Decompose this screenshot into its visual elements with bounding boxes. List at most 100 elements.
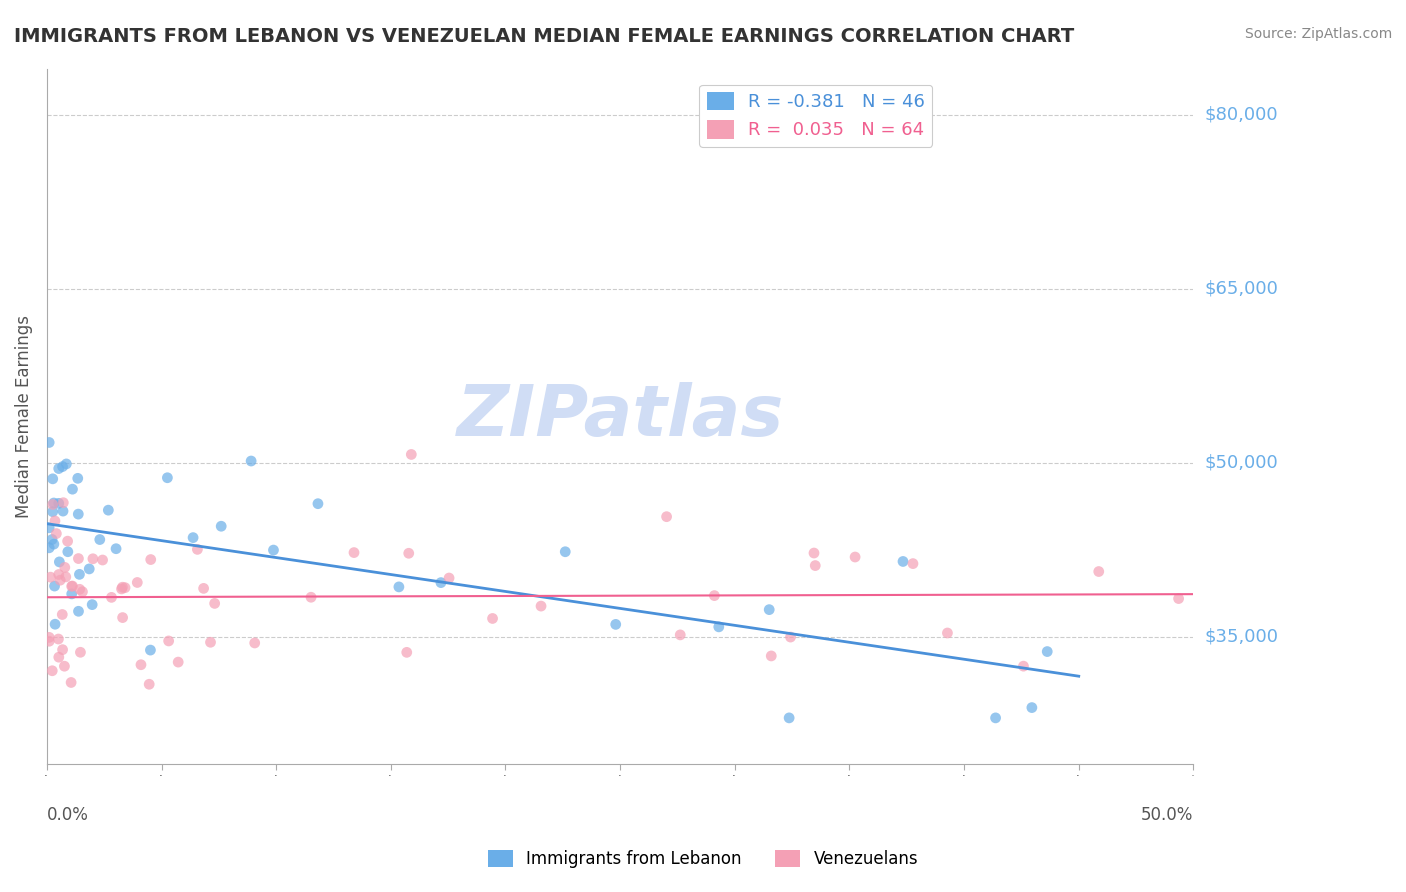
Point — [1012, 659, 1035, 673]
Text: $35,000: $35,000 — [1205, 628, 1278, 646]
Point — [60, 675, 83, 690]
Point — [69, 582, 91, 597]
Point — [52, 642, 75, 657]
Point — [110, 582, 132, 596]
Point — [41, 533, 63, 547]
Point — [761, 648, 783, 663]
Point — [91, 553, 114, 567]
Point — [844, 549, 866, 564]
Point — [299, 591, 322, 605]
Point — [200, 635, 222, 649]
Text: ZIPatlas: ZIPatlas — [457, 382, 783, 450]
Text: Source: ZipAtlas.com: Source: ZipAtlas.com — [1244, 27, 1392, 41]
Point — [48, 632, 70, 646]
Point — [82, 598, 104, 612]
Point — [167, 655, 190, 669]
Text: IMMIGRANTS FROM LEBANON VS VENEZUELAN MEDIAN FEMALE EARNINGS CORRELATION CHART: IMMIGRANTS FROM LEBANON VS VENEZUELAN ME… — [14, 27, 1074, 45]
Point — [758, 602, 780, 616]
Point — [67, 551, 90, 566]
Point — [605, 617, 627, 632]
Point — [111, 610, 134, 624]
Point — [38, 435, 60, 450]
Point — [45, 526, 67, 541]
Text: $80,000: $80,000 — [1205, 106, 1278, 124]
Point — [138, 677, 160, 691]
Point — [901, 557, 924, 571]
Text: $50,000: $50,000 — [1205, 454, 1278, 472]
Point — [48, 650, 70, 665]
Point — [48, 567, 70, 582]
Point — [530, 599, 553, 613]
Point — [89, 533, 111, 547]
Point — [62, 482, 84, 496]
Point — [554, 545, 576, 559]
Text: $65,000: $65,000 — [1205, 280, 1278, 298]
Text: 0.0%: 0.0% — [46, 806, 89, 824]
Point — [307, 497, 329, 511]
Point — [114, 581, 136, 595]
Point — [97, 503, 120, 517]
Point — [139, 643, 162, 657]
Point — [38, 521, 60, 535]
Point — [41, 664, 63, 678]
Point — [388, 580, 411, 594]
Point — [936, 626, 959, 640]
Point — [891, 554, 914, 568]
Point — [181, 531, 204, 545]
Point — [44, 514, 66, 528]
Point — [437, 571, 460, 585]
Point — [77, 562, 100, 576]
Point — [105, 541, 128, 556]
Point — [44, 617, 66, 632]
Point — [41, 505, 63, 519]
Point — [38, 541, 60, 555]
Point — [398, 546, 420, 560]
Point — [127, 575, 149, 590]
Point — [669, 628, 692, 642]
Point — [703, 589, 725, 603]
Point — [1087, 565, 1109, 579]
Point — [56, 545, 79, 559]
Point — [1167, 591, 1189, 606]
Point — [129, 657, 152, 672]
Point — [42, 496, 65, 510]
Point — [243, 636, 266, 650]
Point — [778, 711, 800, 725]
Point — [343, 545, 366, 559]
Point — [38, 634, 60, 648]
Point — [69, 567, 91, 582]
Point — [51, 607, 73, 622]
Point — [38, 631, 60, 645]
Point — [53, 659, 76, 673]
Point — [655, 509, 678, 524]
Point — [82, 551, 104, 566]
Point — [779, 630, 801, 644]
Point — [42, 498, 65, 512]
Point — [55, 457, 77, 471]
Point — [48, 496, 70, 510]
Point — [49, 573, 72, 587]
Point — [1021, 700, 1043, 714]
Point — [55, 570, 77, 584]
Point — [48, 461, 70, 475]
Point — [139, 552, 162, 566]
Point — [186, 542, 208, 557]
Point — [56, 534, 79, 549]
Point — [67, 507, 90, 521]
Point — [44, 579, 66, 593]
Point — [52, 459, 75, 474]
Text: 50.0%: 50.0% — [1142, 806, 1194, 824]
Point — [803, 546, 825, 560]
Point — [66, 471, 89, 485]
Point — [984, 711, 1007, 725]
Point — [401, 447, 423, 461]
Point — [481, 611, 503, 625]
Point — [39, 570, 62, 584]
Point — [69, 645, 91, 659]
Legend: R = -0.381   N = 46, R =  0.035   N = 64: R = -0.381 N = 46, R = 0.035 N = 64 — [699, 85, 932, 146]
Point — [100, 591, 122, 605]
Point — [204, 596, 226, 610]
Point — [1036, 644, 1059, 658]
Legend: Immigrants from Lebanon, Venezuelans: Immigrants from Lebanon, Venezuelans — [481, 843, 925, 875]
Point — [430, 575, 453, 590]
